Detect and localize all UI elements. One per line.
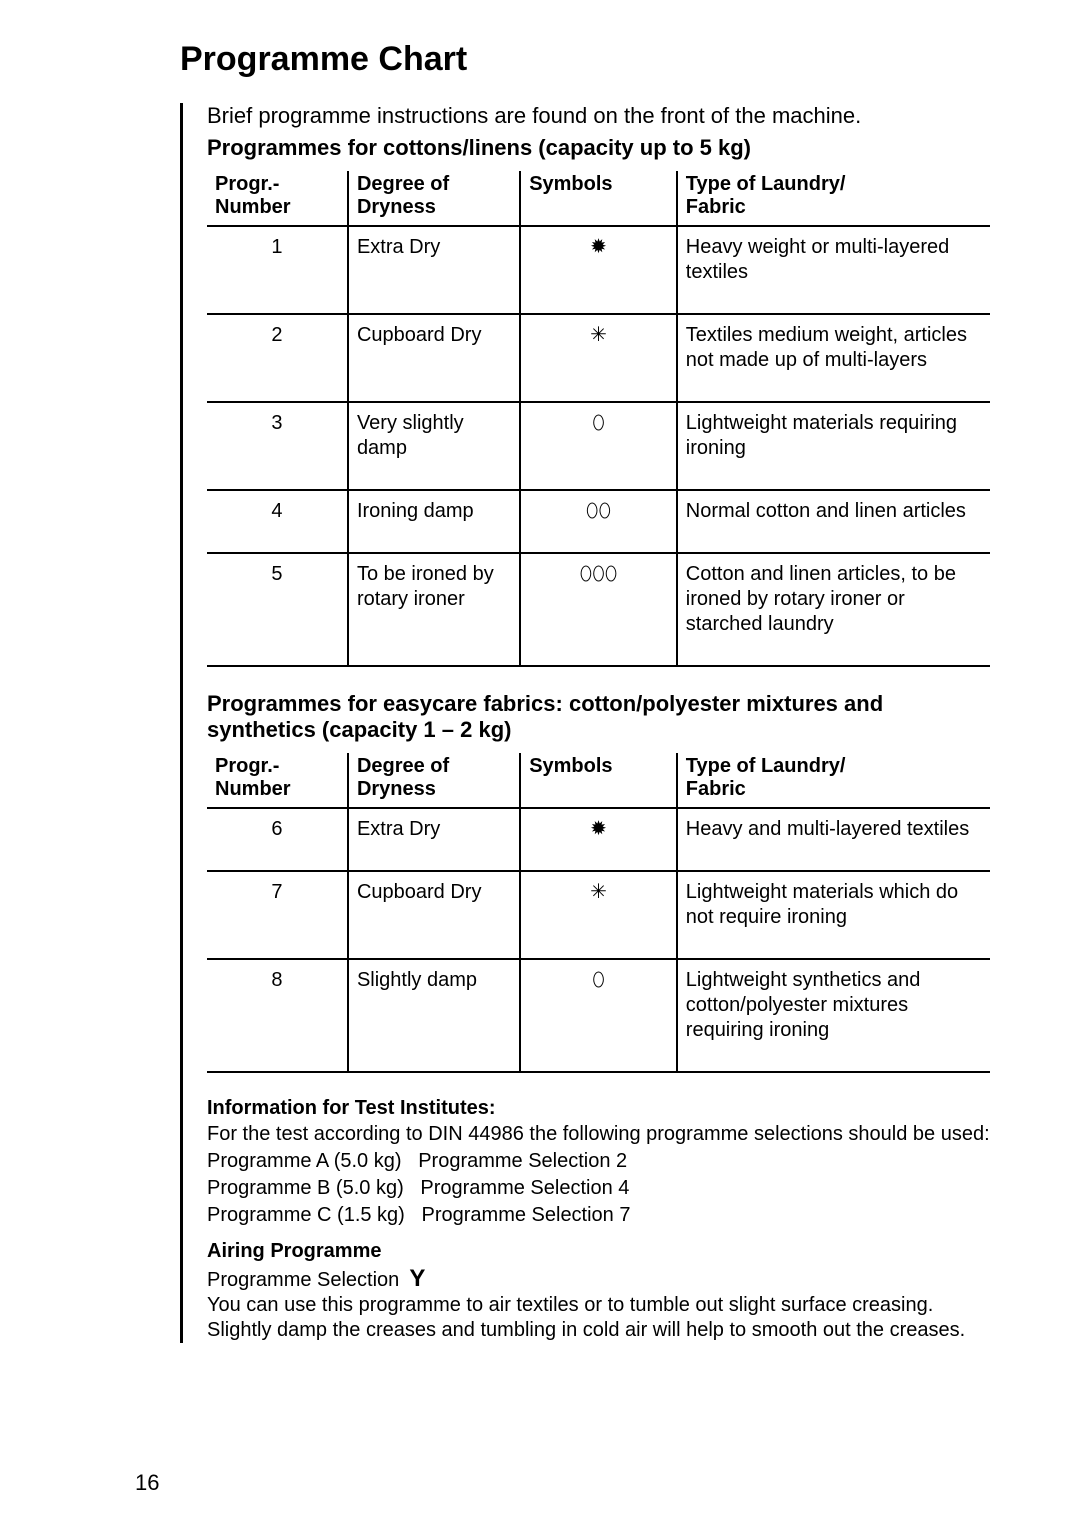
test-info-line-b: Programme B (5.0 kg) Programme Selection…	[207, 1176, 990, 1201]
col-header-fabric-l1: Type of Laundry/	[686, 755, 846, 777]
col-header-fabric-l1: Type of Laundry/	[686, 173, 846, 195]
sun-outline-icon: ✳	[520, 314, 677, 402]
cell-fabric: Lightweight materials requiring ironing	[677, 402, 990, 490]
cell-degree: Ironing damp	[348, 490, 520, 553]
section2-heading: Programmes for easycare fabrics: cotton/…	[207, 691, 990, 743]
drop-icon: ⬯	[520, 959, 677, 1072]
table-row: 5 To be ironed by rotary ironer ⬯⬯⬯ Cott…	[207, 553, 990, 666]
col-header-degree-l2: Dryness	[357, 196, 436, 218]
content-block: Brief programme instructions are found o…	[180, 103, 990, 1343]
table-row: 2 Cupboard Dry ✳ Textiles medium weight,…	[207, 314, 990, 402]
col-header-symbols: Symbols	[520, 753, 677, 808]
col-header-degree-l1: Degree of	[357, 173, 449, 195]
table-row: 4 Ironing damp ⬯⬯ Normal cotton and line…	[207, 490, 990, 553]
cell-fabric: Heavy and multi-layered textiles	[677, 808, 990, 871]
test-info-heading: Information for Test Institutes:	[207, 1097, 990, 1120]
cell-number: 7	[207, 871, 348, 959]
col-header-fabric: Type of Laundry/ Fabric	[677, 753, 990, 808]
col-header-number: Progr.- Number	[207, 753, 348, 808]
test-info-intro: For the test according to DIN 44986 the …	[207, 1122, 990, 1147]
cell-degree: Slightly damp	[348, 959, 520, 1072]
cell-fabric: Heavy weight or multi-layered textiles	[677, 226, 990, 314]
page-number: 16	[135, 1470, 159, 1496]
table-row: 6 Extra Dry ✹ Heavy and multi-layered te…	[207, 808, 990, 871]
cell-number: 8	[207, 959, 348, 1072]
airing-body: You can use this programme to air textil…	[207, 1293, 990, 1343]
sun-filled-icon: ✹	[520, 226, 677, 314]
col-header-number-l1: Progr.-	[215, 755, 279, 777]
col-header-fabric-l2: Fabric	[686, 196, 746, 218]
table-row: 8 Slightly damp ⬯ Lightweight synthetics…	[207, 959, 990, 1072]
col-header-degree-l1: Degree of	[357, 755, 449, 777]
sun-outline-icon: ✳	[520, 871, 677, 959]
col-header-fabric: Type of Laundry/ Fabric	[677, 171, 990, 226]
col-header-number-l1: Progr.-	[215, 173, 279, 195]
table-row: 1 Extra Dry ✹ Heavy weight or multi-laye…	[207, 226, 990, 314]
col-header-degree: Degree of Dryness	[348, 753, 520, 808]
cell-degree: Cupboard Dry	[348, 871, 520, 959]
table-cottons: Progr.- Number Degree of Dryness Symbols…	[207, 171, 990, 667]
cell-fabric: Lightweight materials which do not requi…	[677, 871, 990, 959]
intro-text: Brief programme instructions are found o…	[207, 103, 990, 129]
table-easycare: Progr.- Number Degree of Dryness Symbols…	[207, 753, 990, 1073]
col-header-symbols: Symbols	[520, 171, 677, 226]
sun-filled-icon: ✹	[520, 808, 677, 871]
col-header-fabric-l2: Fabric	[686, 778, 746, 800]
cell-fabric: Normal cotton and linen articles	[677, 490, 990, 553]
cell-number: 6	[207, 808, 348, 871]
airing-symbol-icon: Y	[409, 1265, 425, 1293]
cell-number: 1	[207, 226, 348, 314]
cell-degree: To be ironed by rotary ironer	[348, 553, 520, 666]
cell-degree: Very slightly damp	[348, 402, 520, 490]
cell-degree: Extra Dry	[348, 226, 520, 314]
col-header-number-l2: Number	[215, 196, 291, 218]
cell-fabric: Lightweight synthetics and cotton/polyes…	[677, 959, 990, 1072]
cell-fabric: Textiles medium weight, articles not mad…	[677, 314, 990, 402]
cell-fabric: Cotton and linen articles, to be ironed …	[677, 553, 990, 666]
airing-heading: Airing Programme	[207, 1240, 990, 1263]
table-row: 7 Cupboard Dry ✳ Lightweight materials w…	[207, 871, 990, 959]
cell-degree: Cupboard Dry	[348, 314, 520, 402]
page-title: Programme Chart	[180, 40, 990, 79]
drop-double-icon: ⬯⬯	[520, 490, 677, 553]
col-header-number: Progr.- Number	[207, 171, 348, 226]
col-header-degree-l2: Dryness	[357, 778, 436, 800]
drop-triple-icon: ⬯⬯⬯	[520, 553, 677, 666]
cell-number: 3	[207, 402, 348, 490]
drop-icon: ⬯	[520, 402, 677, 490]
table-row: 3 Very slightly damp ⬯ Lightweight mater…	[207, 402, 990, 490]
col-header-number-l2: Number	[215, 778, 291, 800]
cell-number: 2	[207, 314, 348, 402]
cell-number: 5	[207, 553, 348, 666]
test-info-line-a: Programme A (5.0 kg) Programme Selection…	[207, 1149, 990, 1174]
cell-degree: Extra Dry	[348, 808, 520, 871]
section1-heading: Programmes for cottons/linens (capacity …	[207, 135, 990, 161]
airing-selection-text: Programme Selection	[207, 1269, 399, 1292]
test-info-line-c: Programme C (1.5 kg) Programme Selection…	[207, 1203, 990, 1228]
cell-number: 4	[207, 490, 348, 553]
col-header-degree: Degree of Dryness	[348, 171, 520, 226]
